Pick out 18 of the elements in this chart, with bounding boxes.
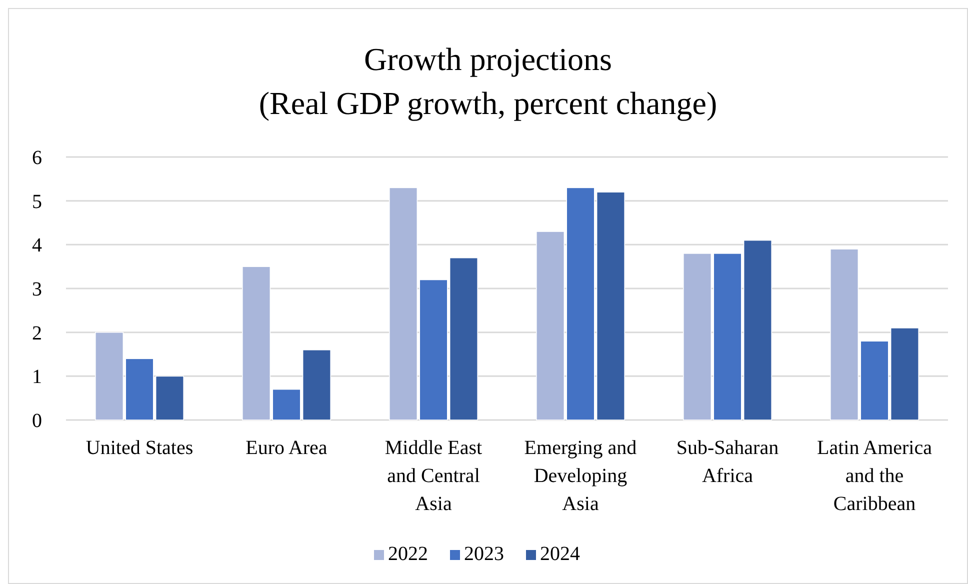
y-tick-label: 6: [32, 147, 42, 169]
legend-label: 2023: [464, 543, 504, 565]
x-tick-label: Euro Area: [246, 437, 328, 459]
y-tick-label: 2: [32, 322, 42, 344]
legend-label: 2024: [540, 543, 580, 565]
x-tick-label: United States: [86, 437, 194, 459]
y-tick-label: 0: [32, 410, 42, 432]
x-tick-label: Middle East and Central Asia: [384, 437, 483, 515]
y-tick-label: 1: [32, 366, 42, 388]
y-tick-label: 3: [32, 278, 42, 300]
chart-subtitle: (Real GDP growth, percent change): [258, 85, 718, 121]
y-tick-label: 4: [32, 234, 42, 257]
y-tick-label: 5: [32, 190, 42, 213]
x-tick-label: Sub-Saharan Africa: [676, 437, 779, 487]
x-tick-label: Latin America and the Caribbean: [817, 437, 932, 515]
x-tick-label: Emerging and Developing Asia: [524, 437, 637, 515]
chart-title: Growth projections: [364, 41, 612, 77]
legend-label: 2022: [388, 543, 428, 565]
